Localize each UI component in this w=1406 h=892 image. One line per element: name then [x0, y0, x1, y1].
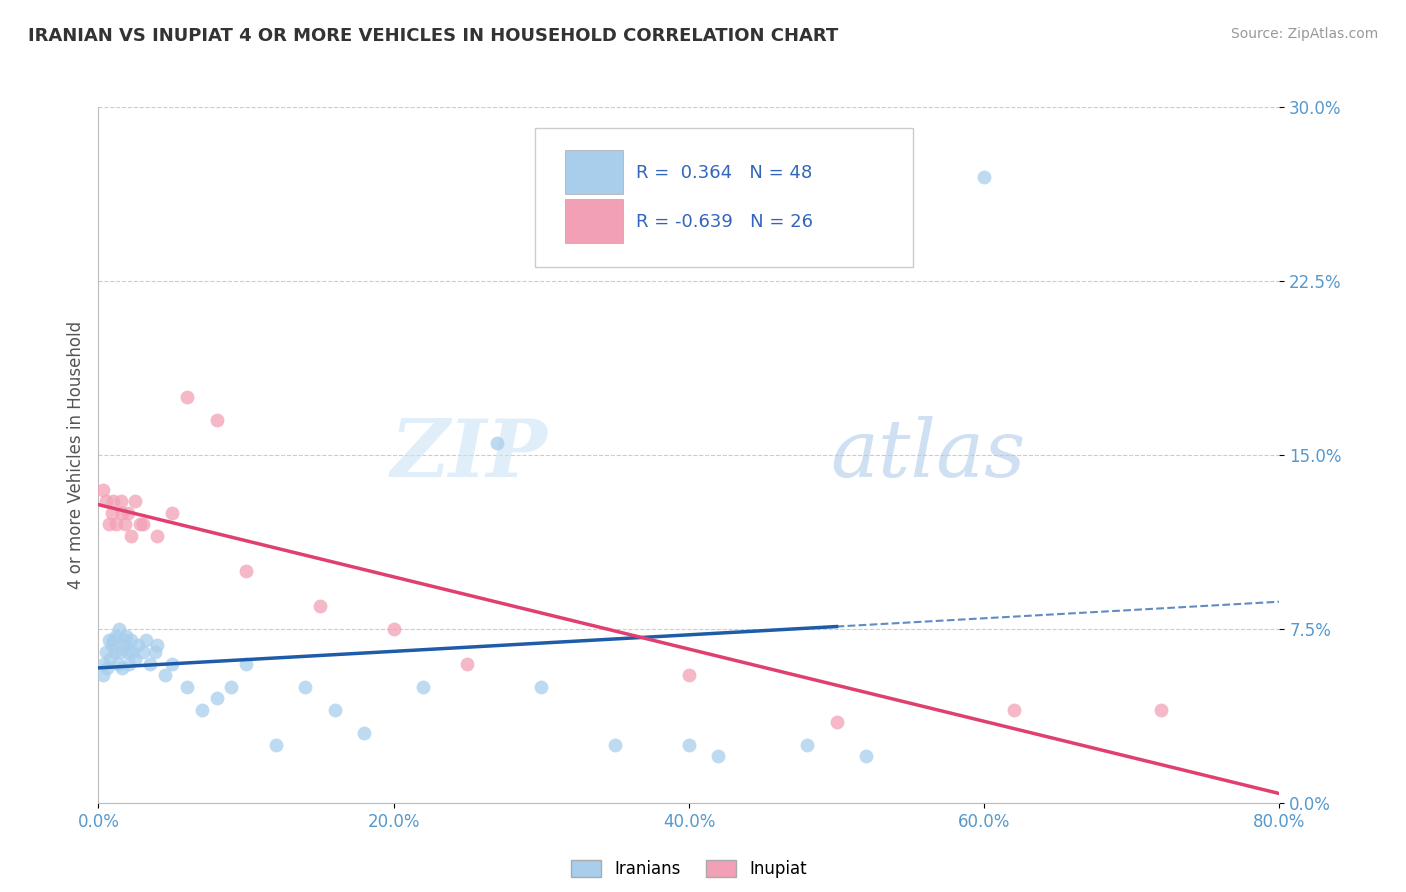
Point — [205, 413, 228, 427]
Point — [114, 517, 136, 532]
Point — [120, 529, 142, 543]
FancyBboxPatch shape — [565, 150, 623, 194]
Point — [105, 629, 128, 643]
Text: atlas: atlas — [831, 417, 1026, 493]
Point — [110, 645, 132, 659]
Point — [132, 517, 155, 532]
Point — [153, 668, 176, 682]
Point — [678, 738, 700, 752]
Point — [117, 645, 139, 659]
Point — [353, 726, 375, 740]
Point — [162, 506, 183, 520]
Point — [104, 645, 127, 659]
Point — [135, 633, 157, 648]
Point — [112, 633, 135, 648]
Point — [124, 494, 146, 508]
Text: ZIP: ZIP — [391, 417, 547, 493]
Point — [235, 564, 257, 578]
Point — [1002, 703, 1025, 717]
Point — [530, 680, 553, 694]
Point — [111, 661, 134, 675]
Text: Source: ZipAtlas.com: Source: ZipAtlas.com — [1230, 27, 1378, 41]
Point — [309, 599, 332, 613]
Point — [110, 494, 132, 508]
Point — [235, 657, 257, 671]
Y-axis label: 4 or more Vehicles in Household: 4 or more Vehicles in Household — [66, 321, 84, 589]
Point — [191, 703, 214, 717]
Point — [176, 680, 198, 694]
Point — [146, 638, 169, 652]
Point — [96, 661, 118, 675]
Point — [107, 657, 129, 671]
Text: R =  0.364   N = 48: R = 0.364 N = 48 — [636, 164, 813, 182]
Point — [118, 657, 141, 671]
Point — [707, 749, 730, 764]
Point — [93, 657, 115, 671]
Point — [825, 714, 848, 729]
Point — [605, 738, 627, 752]
Point — [973, 169, 995, 184]
Text: IRANIAN VS INUPIAT 4 OR MORE VEHICLES IN HOUSEHOLD CORRELATION CHART: IRANIAN VS INUPIAT 4 OR MORE VEHICLES IN… — [28, 27, 838, 45]
Point — [98, 652, 121, 666]
Point — [205, 691, 228, 706]
Point — [139, 657, 162, 671]
Point — [127, 638, 149, 652]
Point — [323, 703, 346, 717]
Point — [176, 390, 198, 404]
Point — [132, 645, 155, 659]
Point — [111, 506, 134, 520]
Point — [103, 633, 125, 648]
FancyBboxPatch shape — [565, 199, 623, 243]
Point — [108, 622, 131, 636]
Point — [294, 680, 316, 694]
Point — [412, 680, 434, 694]
Point — [115, 629, 138, 643]
Point — [146, 529, 169, 543]
Point — [97, 633, 120, 648]
Point — [128, 517, 150, 532]
Text: R = -0.639   N = 26: R = -0.639 N = 26 — [636, 213, 813, 231]
Point — [94, 494, 117, 508]
Point — [121, 645, 143, 659]
Point — [105, 517, 128, 532]
Point — [94, 645, 117, 659]
Point — [678, 668, 700, 682]
Point — [855, 749, 877, 764]
Point — [117, 506, 139, 520]
Legend: Iranians, Inupiat: Iranians, Inupiat — [564, 854, 814, 885]
FancyBboxPatch shape — [536, 128, 914, 267]
Point — [124, 652, 146, 666]
Point — [114, 638, 136, 652]
Point — [382, 622, 405, 636]
Point — [120, 633, 142, 648]
Point — [264, 738, 287, 752]
Point — [1150, 703, 1173, 717]
Point — [143, 645, 166, 659]
Point — [486, 436, 509, 450]
Point — [162, 657, 183, 671]
Point — [91, 483, 114, 497]
Point — [103, 494, 125, 508]
Point — [219, 680, 242, 694]
Point — [796, 738, 818, 752]
Point — [97, 517, 120, 532]
Point — [91, 668, 114, 682]
Point — [100, 506, 122, 520]
Point — [456, 657, 478, 671]
Point — [100, 638, 122, 652]
